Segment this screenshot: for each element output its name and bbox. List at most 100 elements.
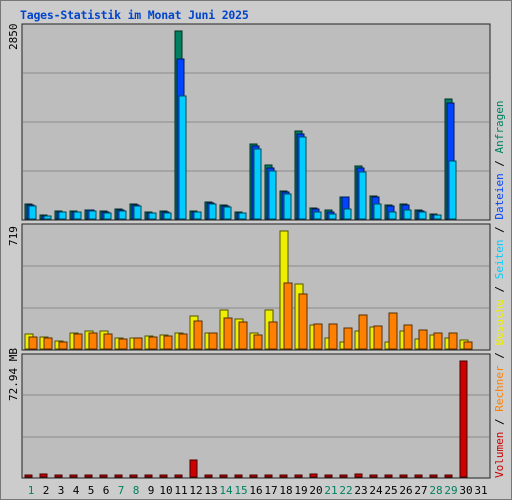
x-tick-label: 15 <box>234 484 247 497</box>
x-tick-label: 17 <box>264 484 277 497</box>
bar-seiten-day-25 <box>388 211 397 220</box>
bar-volumen-day-19 <box>294 474 303 478</box>
bar-rechner-day-17 <box>268 321 278 350</box>
bar-rechner-day-15 <box>238 321 248 350</box>
bar-seiten-day-12 <box>193 211 202 220</box>
bar-volumen-day-16 <box>249 474 258 478</box>
bar-rechner-day-19 <box>298 293 308 350</box>
x-tick-label: 4 <box>73 484 80 497</box>
bar-rechner-day-5 <box>88 332 98 350</box>
top-ymax-label: 2850 <box>7 24 20 51</box>
bar-volumen-day-30 <box>459 360 468 478</box>
bar-volumen-day-23 <box>354 473 363 478</box>
bar-volumen-day-18 <box>279 474 288 478</box>
bar-seiten-day-20 <box>313 211 322 220</box>
bar-seiten-day-26 <box>403 209 412 220</box>
bar-seiten-day-22 <box>343 208 352 220</box>
bar-seiten-day-4 <box>73 211 82 220</box>
x-tick-label: 29 <box>444 484 457 497</box>
bar-seiten-day-3 <box>58 211 67 220</box>
bar-rechner-day-1 <box>28 336 38 350</box>
x-tick-label: 11 <box>174 484 187 497</box>
bottom-panel <box>21 353 491 479</box>
bar-seiten-day-15 <box>238 212 247 220</box>
bar-rechner-day-13 <box>208 332 218 350</box>
x-tick-label: 6 <box>103 484 110 497</box>
bar-rechner-day-14 <box>223 317 233 350</box>
bar-rechner-day-25 <box>388 312 398 350</box>
bar-rechner-day-11 <box>178 333 188 350</box>
bar-rechner-day-10 <box>163 335 173 350</box>
bar-volumen-day-4 <box>69 474 78 478</box>
bar-seiten-day-27 <box>418 211 427 220</box>
x-tick-label: 19 <box>294 484 307 497</box>
bar-seiten-day-6 <box>103 212 112 220</box>
bar-rechner-day-29 <box>448 332 458 350</box>
bar-rechner-day-12 <box>193 320 203 350</box>
bar-rechner-day-16 <box>253 334 263 350</box>
x-tick-label: 30 <box>459 484 472 497</box>
bar-volumen-day-2 <box>39 473 48 478</box>
x-tick-label: 7 <box>118 484 125 497</box>
bar-volumen-day-10 <box>159 474 168 478</box>
bar-volumen-day-17 <box>264 474 273 478</box>
bar-seiten-day-9 <box>148 212 157 220</box>
bar-rechner-day-8 <box>133 337 143 350</box>
x-tick-label: 3 <box>58 484 65 497</box>
bar-volumen-day-8 <box>129 474 138 478</box>
bar-seiten-day-5 <box>88 210 97 220</box>
x-tick-label: 10 <box>159 484 172 497</box>
x-tick-label: 31 <box>474 484 487 497</box>
x-tick-label: 12 <box>189 484 202 497</box>
bar-volumen-day-1 <box>24 474 33 478</box>
x-tick-label: 20 <box>309 484 322 497</box>
bar-volumen-day-27 <box>414 474 423 478</box>
x-tick-label: 2 <box>43 484 50 497</box>
bar-volumen-day-13 <box>204 474 213 478</box>
x-tick-label: 16 <box>249 484 262 497</box>
x-tick-label: 27 <box>414 484 427 497</box>
bar-volumen-day-7 <box>114 474 123 478</box>
bar-seiten-day-8 <box>133 205 142 220</box>
bar-volumen-day-15 <box>234 474 243 478</box>
bar-rechner-day-28 <box>433 332 443 350</box>
bar-seiten-day-7 <box>118 210 127 220</box>
x-tick-label: 26 <box>399 484 412 497</box>
x-tick-label: 28 <box>429 484 442 497</box>
bar-volumen-day-22 <box>339 474 348 478</box>
bar-volumen-day-12 <box>189 459 198 478</box>
x-tick-label: 5 <box>88 484 95 497</box>
bar-rechner-day-24 <box>373 325 383 350</box>
bar-seiten-day-18 <box>283 193 292 220</box>
bar-rechner-day-9 <box>148 336 158 350</box>
bar-volumen-day-5 <box>84 474 93 478</box>
bar-volumen-day-3 <box>54 474 63 478</box>
bar-volumen-day-20 <box>309 473 318 478</box>
x-tick-label: 25 <box>384 484 397 497</box>
legend-item-rechner: Rechner <box>493 365 506 412</box>
x-tick-label: 21 <box>324 484 337 497</box>
legend-item-dateien: Dateien <box>493 173 506 219</box>
bar-seiten-day-23 <box>358 171 367 220</box>
x-tick-label: 1 <box>28 484 35 497</box>
page-title: Tages-Statistik im Monat Juni 2025 <box>20 8 249 22</box>
bar-volumen-day-11 <box>174 474 183 478</box>
bar-volumen-day-9 <box>144 474 153 478</box>
bar-volumen-day-29 <box>444 474 453 478</box>
bar-seiten-day-16 <box>253 148 262 220</box>
x-tick-label: 22 <box>339 484 352 497</box>
bar-seiten-day-11 <box>178 95 187 220</box>
bar-rechner-day-21 <box>328 323 338 350</box>
bar-rechner-day-27 <box>418 329 428 350</box>
legend-item-seiten: Seiten <box>493 240 506 280</box>
middle-ymax-label: 719 <box>7 226 20 246</box>
x-tick-label: 13 <box>204 484 217 497</box>
legend-separator: / <box>493 153 506 173</box>
bar-rechner-day-4 <box>73 333 83 350</box>
x-tick-label: 18 <box>279 484 292 497</box>
x-tick-label: 9 <box>148 484 155 497</box>
bar-seiten-day-17 <box>268 170 277 220</box>
legend-item-volumen: Volumen <box>493 432 506 478</box>
bar-rechner-day-23 <box>358 314 368 350</box>
